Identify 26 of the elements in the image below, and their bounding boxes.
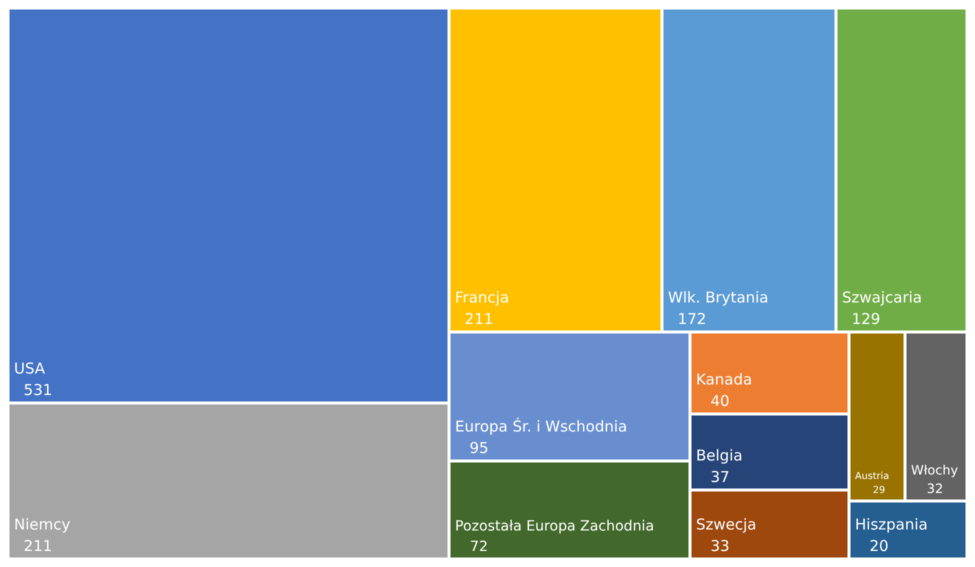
data-label: 20 [869,537,889,555]
data-label: 172 [678,310,706,328]
category-label: Austria [855,470,890,482]
category-label: Włochy [911,463,959,478]
data-label: 211 [464,310,494,328]
data-label: 32 [926,482,944,497]
category-label: Pozostała Europa Zachodnia [455,518,654,535]
category-label: Europa Śr. i Wschodnia [455,417,628,436]
data-label: 129 [852,310,880,328]
data-label: 95 [469,439,489,457]
category-label: Hiszpania [855,515,928,534]
category-label: Szwajcaria [842,288,922,306]
data-label: 531 [24,381,52,399]
data-label: 40 [710,392,730,410]
category-label: USA [14,359,46,378]
category-label: Belgia [696,446,743,464]
category-label: Francja [455,288,510,306]
category-label: Szwecja [696,515,756,534]
data-label: 33 [710,537,730,555]
data-label: 72 [470,539,488,555]
data-label: 211 [24,537,52,555]
data-label: 37 [710,468,730,486]
category-label: Wlk. Brytania [668,288,768,306]
category-label: Kanada [696,370,752,388]
data-label: 29 [872,485,886,496]
category-label: Niemcy [14,515,70,534]
